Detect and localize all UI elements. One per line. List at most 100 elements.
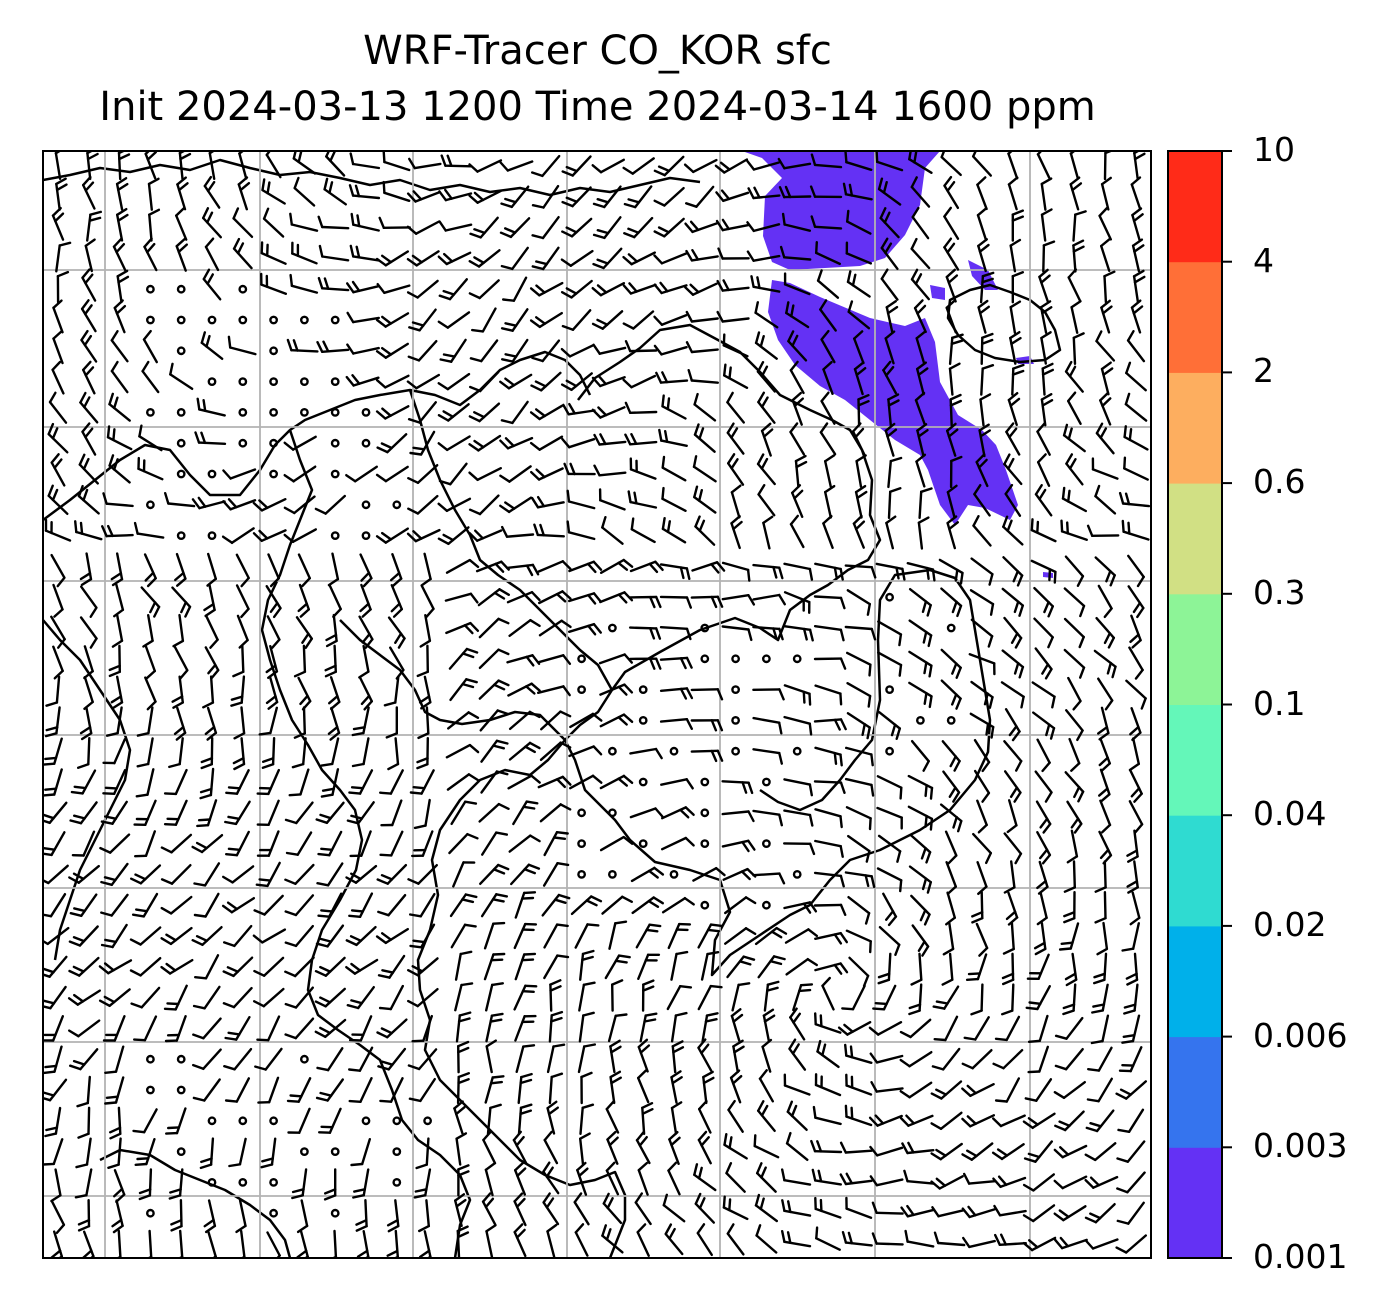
wind-barb	[204, 646, 220, 680]
wind-barb	[876, 806, 903, 830]
wind-barb	[731, 982, 751, 1012]
wind-barb	[297, 553, 311, 588]
wind-barb	[130, 986, 161, 1009]
wind-barb	[653, 252, 688, 265]
wind-barb	[568, 560, 603, 574]
wind-barb	[578, 981, 596, 1012]
wind-barb	[84, 238, 96, 273]
wind-barb	[841, 984, 866, 1011]
calm-wind-circle	[669, 870, 679, 879]
wind-barb	[111, 1199, 124, 1234]
wind-barb	[407, 494, 439, 515]
wind-barb	[837, 1021, 872, 1036]
wind-barb	[345, 864, 378, 884]
calm-wind-circle	[638, 839, 648, 848]
colorbar-tick-label: 4	[1253, 240, 1274, 280]
wind-barb	[899, 1081, 933, 1099]
wind-barb	[346, 280, 380, 294]
wind-barb	[102, 1015, 126, 1042]
wind-barb	[1041, 362, 1055, 396]
wind-barb	[378, 216, 411, 230]
wind-barb	[908, 983, 923, 1016]
wind-barb	[537, 560, 572, 573]
wind-barb	[791, 391, 804, 426]
calm-wind-circle	[361, 500, 371, 510]
wind-barb	[350, 1137, 371, 1167]
calm-wind-circle	[269, 1208, 278, 1218]
calm-wind-circle	[269, 438, 278, 448]
wind-barb	[485, 982, 504, 1012]
wind-barb	[869, 1052, 904, 1064]
wind-barb	[449, 893, 478, 918]
wind-barb	[630, 866, 665, 883]
wind-barb	[698, 1099, 712, 1134]
wind-barb	[911, 924, 930, 957]
wind-barb	[824, 454, 836, 488]
wind-barb	[756, 453, 776, 486]
wind-barb	[622, 157, 655, 175]
wind-barb	[192, 1017, 222, 1040]
wind-barb	[653, 217, 685, 238]
wind-barb	[173, 646, 189, 680]
wind-barb	[814, 808, 843, 829]
wind-barb	[541, 893, 571, 917]
wind-barb	[256, 768, 280, 796]
wind-barb	[629, 595, 662, 609]
wind-barb	[814, 1196, 842, 1219]
wind-barb	[814, 839, 844, 858]
calm-wind-circle	[176, 284, 186, 294]
wind-barb	[483, 952, 506, 981]
wind-barb	[631, 896, 664, 915]
calm-wind-circle	[577, 685, 586, 694]
wind-barb	[192, 1078, 221, 1102]
wind-barb	[661, 394, 687, 420]
wind-barb	[653, 155, 685, 177]
wind-barb	[1039, 300, 1053, 334]
wind-barb	[692, 455, 717, 483]
wind-barb	[266, 615, 281, 649]
wind-barb	[104, 1076, 125, 1105]
wind-barb	[1068, 737, 1081, 772]
wind-barb	[172, 613, 185, 648]
wind-barb	[1031, 681, 1056, 709]
wind-barb	[70, 769, 97, 795]
wind-barb	[627, 490, 658, 509]
wind-barb	[1099, 799, 1112, 834]
wind-barb	[579, 1103, 595, 1136]
wind-barb	[287, 1107, 311, 1134]
wind-barb	[670, 1011, 688, 1043]
wind-barb	[376, 283, 411, 294]
wind-barb	[438, 462, 468, 486]
wind-barb	[697, 1038, 713, 1072]
calm-wind-circle	[299, 315, 309, 325]
wind-barb	[437, 435, 471, 452]
calm-wind-circle	[176, 469, 186, 479]
wind-barb	[991, 1143, 1025, 1161]
wind-barb	[543, 954, 570, 980]
wind-barb	[543, 1130, 559, 1165]
wind-barb	[168, 1168, 184, 1200]
wind-barb	[108, 644, 122, 678]
wind-barb	[315, 801, 345, 824]
wind-barb	[225, 769, 250, 795]
wind-barb	[1005, 422, 1021, 456]
wind-barb	[328, 676, 341, 711]
wind-barb	[104, 1045, 125, 1075]
wind-barb	[193, 892, 220, 918]
wind-barb	[346, 986, 375, 1010]
wind-barb	[143, 237, 158, 272]
wind-barb	[1034, 647, 1053, 680]
wind-barb	[455, 1011, 472, 1043]
wind-barb	[1064, 952, 1078, 987]
wind-barb	[629, 626, 662, 640]
wind-barb	[539, 741, 572, 761]
wind-barb	[993, 1204, 1027, 1217]
wind-barb	[949, 455, 963, 489]
wind-barb	[542, 1192, 560, 1226]
wind-barb	[171, 586, 192, 618]
wind-barb	[517, 1103, 533, 1136]
wind-barb	[819, 299, 837, 332]
wind-barb	[592, 185, 622, 209]
calm-wind-circle	[361, 407, 371, 417]
calm-wind-circle	[638, 716, 648, 725]
